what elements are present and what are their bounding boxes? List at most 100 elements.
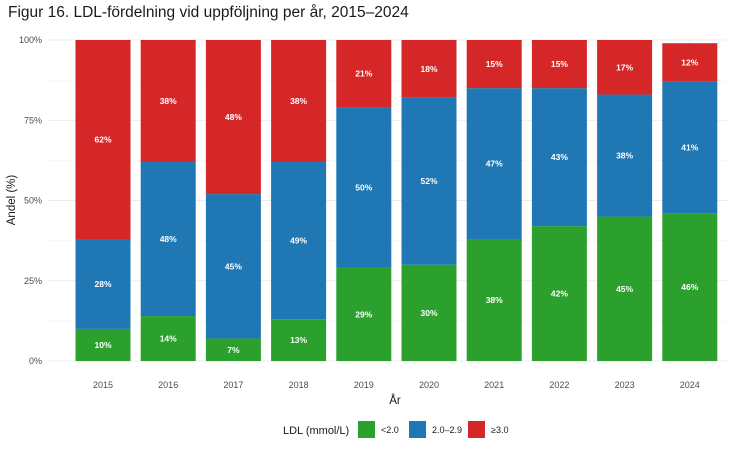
y-axis-ticks: 0% 25% 50% 75% 100% [19,35,42,366]
bar-segment [597,40,653,95]
y-tick-label: 25% [24,276,42,286]
legend-label: <2.0 [381,425,399,435]
chart-title: Figur 16. LDL-fördelning vid uppföljning… [8,4,409,21]
bar-value-label: 21% [355,69,372,79]
bar-segment [401,97,457,265]
bar-value-label: 38% [160,96,177,106]
bar-segment [75,328,131,361]
x-tick-label: 2022 [549,380,569,390]
bar-value-label: 28% [94,279,111,289]
bar-segment [336,267,392,361]
bar-value-label: 38% [486,295,503,305]
legend-label: 2.0–2.9 [432,425,462,435]
bar-value-label: 38% [290,96,307,106]
bar-value-label: 15% [551,59,568,69]
bar-value-label: 18% [420,64,437,74]
bar-stack-2015: 10% 28% 62% [75,40,131,361]
bar-segment [662,81,718,214]
y-axis-title: Andel (%) [6,175,18,226]
bar-stack-2019: 29% 50% 21% [336,40,392,361]
bar-segment [140,316,196,361]
x-tick-label: 2024 [680,380,700,390]
legend-label: ≥3.0 [491,425,508,435]
bar-segment [75,239,131,329]
y-tick-label: 50% [24,196,42,206]
bar-segment [466,40,522,89]
bar-value-label: 49% [290,236,307,246]
bar-segment [597,94,653,217]
bar-value-label: 48% [160,234,177,244]
legend: LDL (mmol/L) <2.0 2.0–2.9 ≥3.0 [283,421,508,438]
bar-value-label: 38% [616,151,633,161]
bar-segment [597,216,653,361]
x-tick-label: 2015 [93,380,113,390]
bar-segment [75,40,131,240]
legend-key [468,421,485,438]
bar-value-label: 12% [681,57,698,67]
bar-stack-2023: 45% 38% 17% [597,40,653,361]
bar-segment [401,264,457,361]
bar-value-label: 46% [681,282,698,292]
x-tick-label: 2017 [223,380,243,390]
x-tick-label: 2016 [158,380,178,390]
bar-value-label: 41% [681,143,698,153]
bar-segment [662,213,718,361]
bar-segment [531,88,587,227]
bar-segment [205,40,261,195]
bar-segment [140,40,196,162]
bar-stack-2020: 30% 52% 18% [401,40,457,361]
bar-value-label: 17% [616,62,633,72]
bar-value-label: 30% [420,308,437,318]
bar-segment [336,107,392,268]
bar-value-label: 42% [551,289,568,299]
bar-segment [271,40,327,162]
bar-value-label: 43% [551,152,568,162]
x-tick-label: 2019 [354,380,374,390]
x-tick-label: 2021 [484,380,504,390]
x-tick-label: 2020 [419,380,439,390]
bar-segment [271,161,327,320]
bar-value-label: 62% [94,135,111,145]
bar-segment [205,194,261,339]
bar-value-label: 52% [420,176,437,186]
bar-segment [531,226,587,361]
y-tick-label: 75% [24,115,42,125]
x-tick-label: 2018 [289,380,309,390]
bar-segment [466,88,522,240]
bar-segment [401,40,457,98]
bar-value-label: 29% [355,309,372,319]
bar-stack-2022: 42% 43% 15% [531,40,587,361]
bar-stack-2016: 14% 48% 38% [140,40,196,361]
bar-value-label: 45% [225,261,242,271]
legend-key [409,421,426,438]
bar-value-label: 13% [290,335,307,345]
bar-value-label: 7% [227,345,240,355]
legend-key [358,421,375,438]
y-tick-label: 0% [29,356,42,366]
bar-value-label: 14% [160,334,177,344]
bar-value-label: 15% [486,59,503,69]
y-tick-label: 100% [19,35,42,45]
legend-title: LDL (mmol/L) [283,425,349,437]
bar-value-label: 45% [616,284,633,294]
x-axis-title: År [389,394,401,407]
bar-segment [140,161,196,317]
bar-segment [271,319,327,361]
x-tick-label: 2023 [615,380,635,390]
bar-segment [466,239,522,361]
bar-stack-2018: 13% 49% 38% [271,40,327,361]
bar-stacks: 10% 28% 62% 14% 48% 38% 7% 45% 48% 13% 49% 38% 29% 50… [75,40,718,361]
bar-stack-2021: 38% 47% 15% [466,40,522,361]
bar-stack-2024: 46% 41% 12% [662,43,718,361]
bar-segment [531,40,587,89]
bar-stack-2017: 7% 45% 48% [205,40,261,361]
bar-segment [205,338,261,361]
x-axis-ticks: 2015 2016 2017 2018 2019 2020 2021 2022 2023 2024 [93,380,700,390]
bar-segment [336,40,392,108]
bar-value-label: 10% [94,340,111,350]
bar-value-label: 48% [225,112,242,122]
bar-value-label: 50% [355,183,372,193]
bar-segment [662,43,718,82]
bar-value-label: 47% [486,159,503,169]
